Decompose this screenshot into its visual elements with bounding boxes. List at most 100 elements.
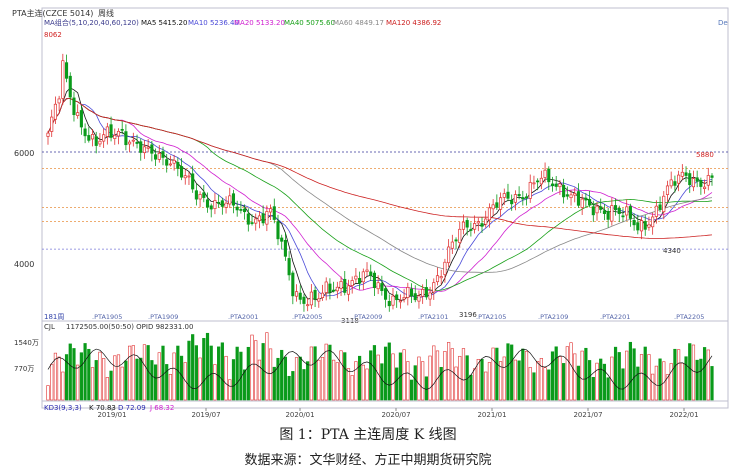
low-2021-label: 3196 [459, 311, 477, 319]
candle [532, 182, 536, 185]
volume-bar [205, 332, 210, 401]
volume-bar [391, 353, 395, 401]
candle [510, 200, 514, 205]
ma-legend-item: MA组合(5,10,20,40,60,120) [44, 18, 139, 27]
volume-bar [688, 343, 692, 401]
candle [406, 287, 410, 298]
candle [324, 281, 328, 293]
candle [524, 196, 529, 199]
candle [536, 180, 540, 183]
candle [658, 204, 662, 210]
recent-low-label: 4340 [663, 247, 681, 255]
candle [243, 208, 247, 213]
volume-bar [228, 379, 232, 401]
ma-legend-item: MA60 4849.17 [333, 19, 384, 27]
volume-bar [472, 368, 477, 401]
candle [384, 288, 388, 300]
candle [317, 298, 321, 302]
candle [595, 205, 599, 214]
volume-bar [680, 362, 684, 401]
volume-bar [191, 334, 195, 401]
volume-bar [587, 360, 592, 401]
candle [376, 282, 380, 290]
contract-label: .PTA2009 [352, 313, 382, 321]
volume-tick-1540: 1540万 [14, 339, 39, 347]
volume-bar [142, 344, 147, 401]
volume-bar [276, 357, 280, 401]
volume-bar [72, 348, 76, 401]
candle [569, 194, 573, 199]
candle [591, 206, 595, 216]
volume-bar [435, 350, 440, 401]
volume-bar [443, 351, 447, 401]
volume-bar [116, 354, 121, 401]
volume-bar [287, 375, 291, 401]
candle [198, 194, 202, 200]
volume-bar [283, 356, 288, 401]
volume-bar [550, 351, 555, 401]
candle [191, 173, 195, 190]
candle [450, 241, 454, 249]
volume-bar [168, 374, 173, 401]
candle [706, 175, 710, 186]
volume-bar [365, 368, 369, 401]
volume-bar [487, 362, 492, 401]
contract-label: .PTA2001 [228, 313, 258, 321]
candle [283, 239, 287, 257]
candle [154, 154, 158, 160]
candle [550, 183, 555, 187]
volume-bar [569, 342, 573, 401]
candle [235, 206, 239, 211]
volume-bar [506, 343, 510, 401]
volume-bar [254, 340, 258, 401]
volume-bar [573, 353, 577, 401]
period-label[interactable]: 周线 [98, 8, 114, 18]
candle [246, 213, 250, 225]
candle [269, 208, 273, 213]
volume-bar [625, 350, 629, 401]
candle [176, 162, 180, 169]
candle [217, 201, 221, 204]
volume-bar [702, 347, 707, 401]
volume-bar [417, 356, 421, 401]
ma-line [47, 98, 713, 273]
volume-bar [413, 365, 417, 401]
candle [57, 98, 61, 104]
candle [113, 134, 117, 139]
volume-bar [706, 349, 710, 401]
candle [128, 141, 132, 145]
opid-line [47, 348, 713, 390]
volume-bar [209, 345, 213, 401]
volume-bar [469, 374, 473, 401]
candle [710, 175, 714, 178]
candle [61, 60, 65, 99]
candle [358, 278, 362, 284]
date-tick: 2021/07 [573, 411, 602, 419]
candle [528, 182, 532, 199]
candle [398, 300, 402, 303]
candle [306, 304, 310, 307]
volume-bar [157, 352, 161, 401]
candle [205, 199, 210, 208]
volume-bar [610, 356, 614, 401]
volume-bar [558, 356, 562, 401]
volume-bar [532, 372, 536, 401]
volume-bar [536, 361, 540, 401]
candle [395, 294, 399, 301]
volume-bar [639, 354, 644, 401]
date-tick: 2021/01 [477, 411, 506, 419]
volume-bar [654, 365, 658, 401]
volume-bar [339, 350, 343, 401]
candle [580, 198, 584, 208]
reference-lines [42, 151, 728, 250]
volume-bar [335, 362, 339, 401]
candle [272, 206, 276, 220]
volume-bar [539, 358, 543, 401]
candle [480, 223, 484, 227]
candle [105, 126, 109, 137]
volume-bar [498, 361, 503, 401]
candle [257, 215, 261, 221]
volume-bar [306, 361, 310, 401]
volume-bar [320, 357, 325, 401]
volume-bar [476, 358, 480, 401]
